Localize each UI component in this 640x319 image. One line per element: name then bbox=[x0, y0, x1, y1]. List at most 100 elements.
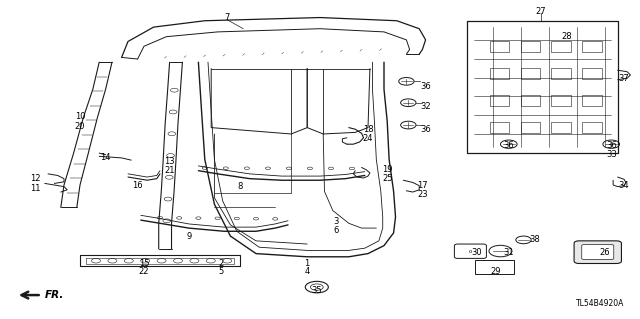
Bar bbox=[552, 122, 571, 133]
Bar bbox=[552, 68, 571, 79]
Text: 2: 2 bbox=[218, 259, 223, 268]
Bar bbox=[520, 41, 540, 52]
Circle shape bbox=[170, 88, 178, 92]
FancyBboxPatch shape bbox=[574, 241, 621, 263]
Circle shape bbox=[305, 281, 328, 293]
Bar bbox=[520, 95, 540, 106]
Text: 27: 27 bbox=[536, 7, 546, 16]
Text: 19: 19 bbox=[382, 165, 392, 174]
Circle shape bbox=[166, 154, 174, 158]
Circle shape bbox=[163, 219, 171, 223]
Circle shape bbox=[307, 167, 312, 170]
Text: 28: 28 bbox=[561, 32, 572, 41]
Bar bbox=[490, 95, 509, 106]
Text: 11: 11 bbox=[30, 184, 40, 193]
Text: 36: 36 bbox=[606, 141, 616, 150]
Text: 17: 17 bbox=[417, 181, 428, 189]
Text: 1: 1 bbox=[305, 259, 310, 268]
Text: 25: 25 bbox=[382, 174, 392, 183]
FancyBboxPatch shape bbox=[582, 245, 614, 259]
Circle shape bbox=[92, 258, 100, 263]
Text: 8: 8 bbox=[237, 182, 243, 191]
Bar bbox=[582, 41, 602, 52]
Circle shape bbox=[253, 218, 259, 220]
Text: 29: 29 bbox=[491, 267, 501, 276]
Circle shape bbox=[500, 140, 517, 148]
Circle shape bbox=[206, 258, 215, 263]
Circle shape bbox=[196, 217, 201, 219]
Bar bbox=[490, 122, 509, 133]
Circle shape bbox=[223, 167, 228, 169]
Text: 15: 15 bbox=[139, 259, 149, 268]
Circle shape bbox=[516, 236, 531, 244]
Bar bbox=[582, 68, 602, 79]
Circle shape bbox=[190, 258, 199, 263]
Text: 18: 18 bbox=[363, 125, 373, 134]
Text: 33: 33 bbox=[606, 150, 616, 159]
Circle shape bbox=[108, 258, 117, 263]
Text: 34: 34 bbox=[619, 181, 629, 189]
Text: 16: 16 bbox=[132, 181, 143, 189]
Circle shape bbox=[328, 167, 333, 170]
Text: 36: 36 bbox=[504, 141, 514, 150]
Text: 23: 23 bbox=[417, 190, 428, 199]
Text: 7: 7 bbox=[225, 13, 230, 22]
Text: 13: 13 bbox=[164, 157, 175, 166]
Text: 12: 12 bbox=[30, 174, 40, 183]
Text: 14: 14 bbox=[100, 153, 111, 162]
Text: 30: 30 bbox=[472, 248, 482, 257]
Text: 31: 31 bbox=[504, 248, 514, 257]
Circle shape bbox=[202, 167, 207, 169]
Text: 22: 22 bbox=[139, 267, 149, 276]
Circle shape bbox=[349, 167, 355, 170]
Circle shape bbox=[173, 258, 182, 263]
Text: 36: 36 bbox=[420, 125, 431, 134]
Circle shape bbox=[168, 132, 175, 136]
Bar bbox=[552, 41, 571, 52]
Circle shape bbox=[273, 218, 278, 220]
Text: 3: 3 bbox=[333, 217, 339, 226]
Circle shape bbox=[124, 258, 133, 263]
Text: FR.: FR. bbox=[45, 290, 64, 300]
Circle shape bbox=[223, 258, 232, 263]
Text: 37: 37 bbox=[619, 74, 629, 83]
Text: 26: 26 bbox=[600, 248, 610, 257]
Bar bbox=[520, 122, 540, 133]
Circle shape bbox=[169, 110, 177, 114]
Circle shape bbox=[244, 167, 250, 169]
Text: 5: 5 bbox=[218, 267, 223, 276]
FancyBboxPatch shape bbox=[475, 260, 514, 274]
Bar bbox=[552, 95, 571, 106]
Text: 4: 4 bbox=[305, 267, 310, 276]
Circle shape bbox=[215, 217, 220, 219]
Circle shape bbox=[234, 217, 239, 220]
Circle shape bbox=[399, 78, 414, 85]
Text: 32: 32 bbox=[420, 102, 431, 111]
Text: 21: 21 bbox=[164, 166, 175, 175]
FancyBboxPatch shape bbox=[454, 244, 486, 258]
Circle shape bbox=[166, 175, 173, 179]
Bar bbox=[582, 122, 602, 133]
Bar bbox=[520, 68, 540, 79]
Circle shape bbox=[157, 217, 163, 219]
Circle shape bbox=[177, 217, 182, 219]
Circle shape bbox=[157, 258, 166, 263]
Circle shape bbox=[141, 258, 150, 263]
Circle shape bbox=[603, 140, 620, 148]
Text: 36: 36 bbox=[420, 82, 431, 91]
Text: 10: 10 bbox=[75, 112, 85, 121]
Text: 9: 9 bbox=[186, 232, 191, 241]
Text: 24: 24 bbox=[363, 134, 373, 143]
Text: TL54B4920A: TL54B4920A bbox=[575, 299, 624, 308]
Text: 38: 38 bbox=[529, 235, 540, 244]
Text: 35: 35 bbox=[312, 286, 322, 295]
Circle shape bbox=[401, 121, 416, 129]
Text: o: o bbox=[468, 249, 472, 254]
Bar bbox=[490, 68, 509, 79]
Text: 6: 6 bbox=[333, 226, 339, 235]
Circle shape bbox=[164, 197, 172, 201]
Circle shape bbox=[489, 245, 512, 257]
Bar bbox=[582, 95, 602, 106]
Text: 20: 20 bbox=[75, 122, 85, 130]
Bar bbox=[490, 41, 509, 52]
